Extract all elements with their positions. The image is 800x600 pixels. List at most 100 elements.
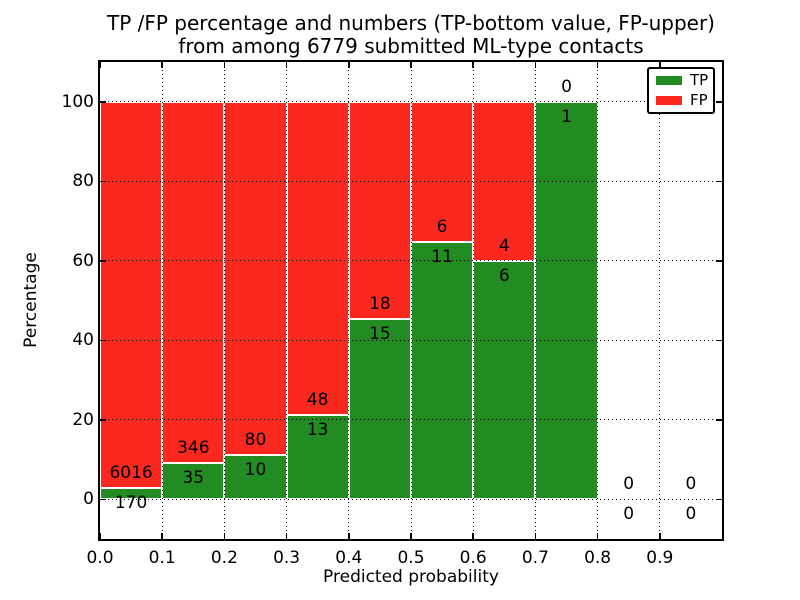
x-tick-top — [534, 62, 537, 68]
vertical-gridline — [659, 62, 661, 539]
x-tick-top — [410, 62, 412, 68]
y-tick-right — [716, 498, 722, 500]
x-tick-label: 0.9 — [646, 548, 674, 568]
x-tick-bottom — [223, 533, 226, 539]
y-tick-right — [716, 101, 722, 103]
x-tick-top — [659, 62, 661, 68]
y-tick-right — [716, 260, 722, 262]
tp-count-label: 13 — [306, 419, 329, 440]
vertical-gridline — [286, 62, 288, 539]
tp-bar-segment — [348, 318, 411, 500]
tp-count-label: 15 — [369, 323, 391, 344]
y-tick-left — [100, 339, 106, 341]
tp-bar-segment — [286, 414, 349, 500]
tp-count-label: 11 — [431, 247, 453, 268]
legend-label-tp: TP — [690, 71, 709, 89]
x-tick-top — [99, 62, 101, 68]
x-tick-label: 0.6 — [459, 548, 487, 568]
x-tick-bottom — [410, 533, 412, 539]
x-tick-label: 0.1 — [148, 548, 176, 568]
tp-bar-segment — [224, 455, 287, 500]
chart-title-line-2: from among 6779 submitted ML-type contac… — [178, 34, 644, 58]
y-tick-left — [100, 419, 106, 421]
vertical-gridline — [161, 62, 163, 539]
fp-count-label: 346 — [177, 437, 210, 458]
x-tick-label: 0.4 — [335, 548, 363, 568]
x-tick-top — [348, 62, 350, 68]
fp-bar-segment — [224, 101, 287, 456]
tp-count-label: 0 — [623, 504, 635, 525]
vertical-gridline — [597, 62, 599, 539]
y-tick-label: 20 — [72, 409, 94, 430]
fp-bar-segment — [411, 101, 474, 243]
fp-count-label: 80 — [244, 430, 267, 451]
x-tick-label: 0.2 — [210, 548, 238, 568]
tp-color-swatch — [656, 76, 682, 85]
x-tick-label: 0.5 — [397, 548, 425, 568]
fp-bar-segment — [162, 101, 225, 463]
fp-bar-segment — [100, 101, 163, 489]
x-tick-bottom — [99, 533, 101, 539]
fp-count-label: 6 — [436, 217, 448, 238]
vertical-gridline — [348, 62, 350, 539]
fp-count-label: 0 — [623, 474, 635, 495]
x-tick-label: 0.0 — [86, 548, 114, 568]
x-tick-label: 0.7 — [521, 548, 549, 568]
y-tick-left — [100, 101, 106, 103]
y-tick-right — [716, 419, 722, 421]
x-tick-top — [161, 62, 163, 68]
tp-count-label: 0 — [685, 504, 697, 525]
y-tick-left — [100, 260, 106, 262]
legend-item-tp: TP — [656, 71, 709, 89]
tp-count-label: 170 — [114, 493, 148, 514]
y-tick-right — [716, 180, 722, 182]
tp-bar-segment — [411, 242, 474, 500]
x-tick-bottom — [348, 533, 350, 539]
vertical-gridline — [534, 62, 536, 539]
chart-title: TP /FP percentage and numbers (TP-bottom… — [100, 12, 722, 58]
x-tick-bottom — [285, 533, 288, 539]
legend-label-fp: FP — [690, 91, 708, 109]
vertical-gridline — [223, 62, 225, 539]
x-tick-top — [223, 62, 226, 68]
y-tick-label: 60 — [72, 250, 94, 271]
legend: TP FP — [647, 67, 715, 114]
tp-bar-segment — [473, 260, 536, 500]
tp-bar-segment — [535, 101, 598, 500]
x-tick-bottom — [161, 533, 163, 539]
y-tick-right — [716, 339, 722, 341]
tp-count-label: 35 — [182, 467, 205, 488]
tp-bar-segment — [162, 462, 225, 500]
fp-count-label: 6016 — [109, 463, 153, 484]
y-tick-label: 80 — [72, 171, 94, 192]
chart-title-line-1: TP /FP percentage and numbers (TP-bottom… — [107, 11, 715, 35]
vertical-gridline — [472, 62, 474, 539]
fp-bar-segment — [348, 101, 411, 319]
x-tick-bottom — [534, 533, 537, 539]
legend-item-fp: FP — [656, 91, 708, 109]
fp-count-label: 48 — [306, 389, 329, 410]
tp-count-label: 6 — [498, 265, 510, 286]
fp-count-label: 4 — [498, 235, 510, 256]
x-tick-top — [285, 62, 288, 68]
y-tick-label: 40 — [72, 330, 94, 351]
x-tick-top — [596, 62, 599, 68]
y-tick-left — [100, 498, 106, 500]
fp-count-label: 0 — [561, 76, 572, 97]
tp-count-label: 10 — [244, 460, 267, 481]
vertical-gridline — [410, 62, 412, 539]
x-axis-label: Predicted probability — [323, 567, 499, 587]
y-tick-label: 100 — [61, 91, 94, 112]
fp-count-label: 0 — [685, 474, 697, 495]
y-tick-label: 0 — [83, 489, 94, 510]
y-tick-left — [100, 180, 106, 182]
tp-bar-segment — [100, 488, 163, 500]
fp-count-label: 18 — [369, 293, 391, 314]
x-tick-bottom — [472, 533, 474, 539]
x-tick-bottom — [596, 533, 599, 539]
